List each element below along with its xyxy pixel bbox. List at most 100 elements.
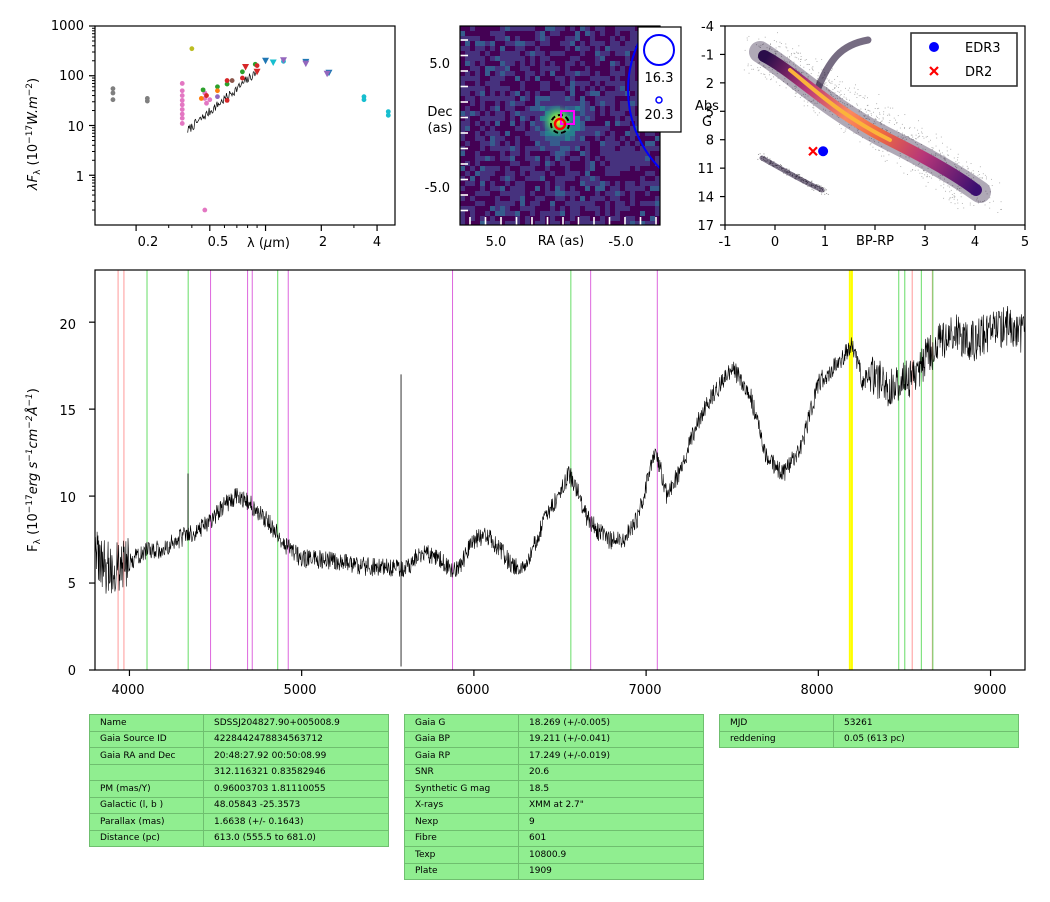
- image-pixel: [510, 31, 515, 36]
- image-pixel: [495, 146, 500, 151]
- image-pixel: [555, 211, 560, 216]
- cmd-star: [910, 134, 912, 136]
- image-pixel: [600, 111, 605, 116]
- image-pixel: [600, 211, 605, 216]
- image-pixel: [620, 161, 625, 166]
- cmd-star: [922, 136, 924, 137]
- table-value-cell: 48.05843 -25.3573: [203, 796, 389, 814]
- image-pixel: [470, 76, 475, 81]
- cmd-star: [921, 127, 923, 129]
- image-pixel: [620, 96, 625, 101]
- cmd-star: [940, 156, 942, 158]
- image-pixel: [575, 146, 580, 151]
- cmd-star: [804, 59, 806, 61]
- image-pixel: [580, 91, 585, 96]
- image-pixel: [505, 196, 510, 201]
- image-pixel: [640, 161, 645, 166]
- image-pixel: [605, 86, 610, 91]
- image-pixel: [460, 31, 465, 36]
- image-pixel: [650, 136, 655, 141]
- cmd-star: [888, 154, 890, 156]
- cmd-star: [953, 196, 955, 198]
- image-pixel: [465, 211, 470, 216]
- white-dwarf-sequence: [759, 155, 825, 193]
- image-pixel: [485, 156, 490, 161]
- image-pixel: [495, 76, 500, 81]
- image-pixel: [565, 76, 570, 81]
- image-pixel: [575, 131, 580, 136]
- image-pixel: [590, 111, 595, 116]
- image-pixel: [610, 151, 615, 156]
- table-value-cell: XMM at 2.7": [518, 796, 704, 814]
- image-pixel: [585, 116, 590, 121]
- image-pixel: [550, 166, 555, 171]
- cmd-star: [894, 123, 895, 125]
- image-pixel: [645, 156, 650, 161]
- image-pixel: [480, 41, 485, 46]
- cmd-star: [769, 47, 771, 49]
- image-pixel: [575, 156, 580, 161]
- image-pixel: [635, 166, 640, 171]
- image-pixel: [515, 196, 520, 201]
- image-pixel: [545, 161, 550, 166]
- table-key-cell: Nexp: [404, 813, 519, 831]
- image-pixel: [610, 221, 615, 225]
- cmd-star: [839, 98, 841, 99]
- image-pixel: [560, 61, 565, 66]
- image-pixel: [480, 106, 485, 111]
- image-pixel: [505, 56, 510, 61]
- cmd-star: [771, 69, 773, 71]
- image-pixel: [615, 211, 620, 216]
- image-pixel: [500, 96, 505, 101]
- image-pixel: [555, 51, 560, 56]
- image-pixel: [635, 181, 640, 186]
- image-pixel: [585, 171, 590, 176]
- cmd-star: [879, 122, 881, 123]
- image-pixel: [535, 46, 540, 51]
- table-value-cell: 9: [518, 813, 704, 831]
- image-pixel: [595, 126, 600, 131]
- cmd-star: [935, 145, 937, 147]
- cmd-star: [859, 141, 861, 143]
- cmd-star: [807, 63, 809, 65]
- cmd-star: [834, 84, 836, 86]
- cmd-star: [930, 139, 931, 141]
- image-pixel: [585, 106, 590, 111]
- image-pixel: [610, 96, 615, 101]
- cmd-star: [921, 144, 922, 145]
- sed-ytick-1000: 1000: [51, 19, 84, 34]
- image-pixel: [650, 211, 655, 216]
- image-pixel: [600, 86, 605, 91]
- image-pixel: [535, 156, 540, 161]
- cmd-star: [785, 87, 787, 89]
- image-pixel: [555, 166, 560, 171]
- image-pixel: [485, 86, 490, 91]
- cmd-star: [828, 79, 830, 81]
- sed-xtick-0.2: 0.2: [138, 235, 159, 250]
- image-pixel: [505, 106, 510, 111]
- image-pixel: [615, 171, 620, 176]
- cmd-star: [900, 136, 902, 138]
- cmd-star: [795, 85, 797, 87]
- image-pixel: [550, 196, 555, 201]
- cmd-star: [925, 136, 927, 138]
- cmd-star: [769, 49, 771, 51]
- cmd-star: [904, 127, 906, 129]
- cmd-star: [858, 111, 860, 113]
- image-pixel: [525, 171, 530, 176]
- cmd-star: [747, 63, 749, 65]
- image-pixel: [585, 211, 590, 216]
- image-pixel: [550, 186, 555, 191]
- image-pixel: [605, 41, 610, 46]
- image-pixel: [625, 146, 630, 151]
- cmd-star: [940, 136, 942, 138]
- table-row: Name SDSSJ204827.90+005008.9: [89, 714, 389, 732]
- image-pixel: [495, 151, 500, 156]
- image-pixel: [605, 171, 610, 176]
- spec-xtick-8000: 8000: [800, 683, 833, 698]
- table-value-cell: 0.96003703 1.81110055: [203, 780, 389, 798]
- image-pixel: [495, 196, 500, 201]
- image-pixel: [510, 51, 515, 56]
- image-pixel: [540, 96, 545, 101]
- cmd-star: [837, 76, 839, 77]
